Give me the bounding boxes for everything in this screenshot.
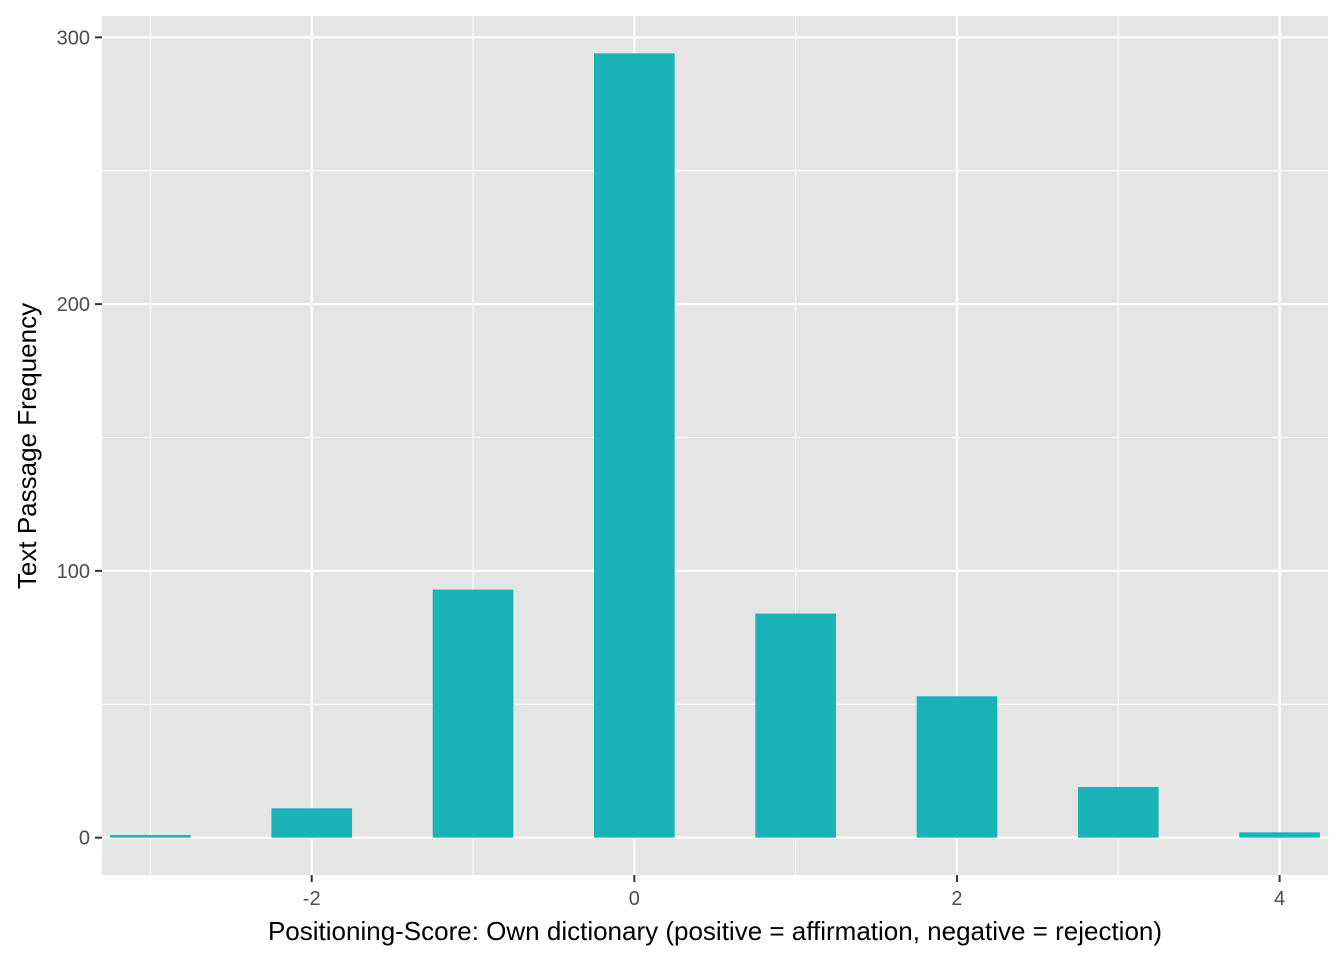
x-axis-title: Positioning-Score: Own dictionary (posit… xyxy=(268,916,1162,946)
bar xyxy=(755,613,836,838)
bar xyxy=(271,808,353,838)
bar xyxy=(916,696,998,838)
y-tick-label: 0 xyxy=(79,828,90,850)
bar xyxy=(110,834,191,838)
y-tick-label: 300 xyxy=(57,27,90,49)
x-tick-label: -2 xyxy=(303,888,321,910)
bars xyxy=(110,53,1320,838)
x-tick-label: 4 xyxy=(1274,888,1285,910)
bar xyxy=(1239,832,1320,838)
x-tick-label: 2 xyxy=(951,888,962,910)
y-axis: 0 100 200 300 xyxy=(57,27,102,850)
bar xyxy=(1077,786,1159,838)
x-tick-label: 0 xyxy=(629,888,640,910)
x-axis: -2 0 2 4 xyxy=(303,875,1285,910)
bar xyxy=(432,589,514,838)
plot-panel xyxy=(102,16,1328,875)
bar xyxy=(594,53,675,838)
y-tick-label: 100 xyxy=(57,561,90,583)
minor-gridlines xyxy=(102,16,1328,875)
y-axis-title: Text Passage Frequency xyxy=(12,303,42,589)
y-tick-label: 200 xyxy=(57,294,90,316)
